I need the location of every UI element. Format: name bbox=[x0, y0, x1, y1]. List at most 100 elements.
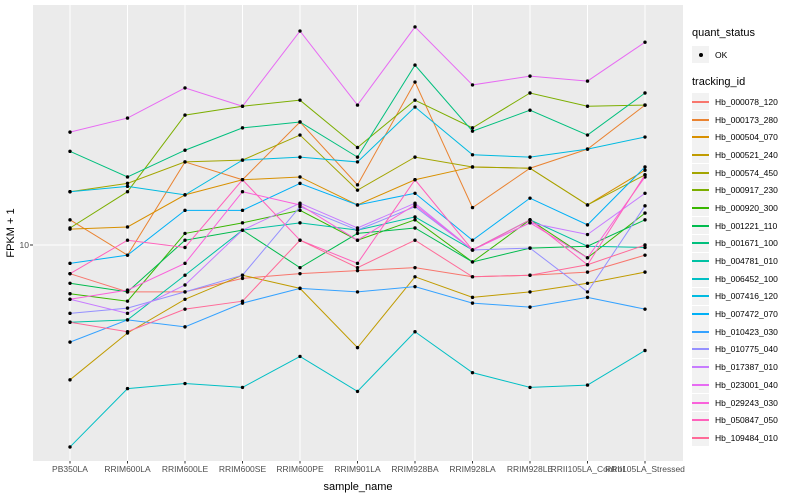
data-point bbox=[413, 218, 417, 222]
data-point bbox=[643, 348, 647, 353]
legend-item-label: Hb_000574_450 bbox=[715, 167, 778, 178]
data-point bbox=[585, 104, 590, 108]
line-swatch-icon bbox=[692, 206, 709, 209]
data-point bbox=[298, 181, 302, 186]
data-point bbox=[298, 354, 302, 359]
legend-item-label: Hb_023001_040 bbox=[715, 379, 778, 390]
data-point bbox=[585, 256, 590, 260]
data-point bbox=[298, 286, 302, 291]
data-point bbox=[413, 238, 417, 242]
legend-title-tracking-id: tracking_id bbox=[692, 76, 746, 88]
line-swatch-icon bbox=[692, 242, 709, 245]
data-point bbox=[585, 232, 590, 237]
data-point bbox=[528, 218, 532, 222]
line-swatch-icon bbox=[692, 118, 709, 121]
data-point bbox=[68, 130, 72, 134]
data-point bbox=[68, 340, 72, 344]
legend-title-quant-status: quant_status bbox=[692, 27, 755, 39]
data-point bbox=[355, 268, 360, 273]
data-point bbox=[125, 306, 130, 310]
line-key-swatch bbox=[692, 199, 709, 217]
line-key-swatch bbox=[692, 217, 709, 235]
legend-item-label: Hb_007416_120 bbox=[715, 291, 778, 302]
data-point bbox=[240, 299, 245, 303]
data-point bbox=[355, 389, 360, 394]
data-point bbox=[240, 104, 245, 108]
data-point bbox=[585, 147, 590, 151]
data-point bbox=[470, 301, 475, 305]
data-point bbox=[68, 149, 72, 154]
data-point bbox=[470, 165, 475, 169]
line-swatch-icon bbox=[692, 330, 709, 333]
data-point bbox=[585, 295, 590, 300]
data-point bbox=[470, 129, 475, 133]
legend-item-label: Hb_006452_100 bbox=[715, 273, 778, 284]
point-marker-icon bbox=[698, 52, 703, 57]
data-point bbox=[125, 190, 130, 194]
data-point bbox=[643, 253, 647, 257]
legend-item-label: Hb_010775_040 bbox=[715, 344, 778, 355]
data-point bbox=[298, 203, 302, 207]
legend-item-label: Hb_000504_070 bbox=[715, 132, 778, 143]
data-point bbox=[643, 165, 647, 169]
data-point bbox=[585, 290, 590, 294]
data-point bbox=[528, 273, 532, 277]
data-point bbox=[125, 318, 130, 322]
data-point bbox=[413, 203, 417, 207]
legend-item-label: Hb_007472_070 bbox=[715, 309, 778, 320]
legend-item-label: Hb_029243_030 bbox=[715, 397, 778, 408]
line-swatch-icon bbox=[692, 171, 709, 174]
data-point bbox=[413, 63, 417, 67]
line-key-swatch bbox=[692, 305, 709, 323]
data-point bbox=[125, 238, 130, 242]
data-point bbox=[183, 245, 187, 250]
data-point bbox=[585, 281, 590, 285]
line-key-swatch bbox=[692, 111, 709, 129]
data-point bbox=[125, 184, 130, 189]
data-point bbox=[585, 223, 590, 227]
data-point bbox=[413, 330, 417, 334]
legend-item-label: Hb_017387_010 bbox=[715, 362, 778, 373]
legend-item-Hb_007472_070: Hb_007472_070 bbox=[692, 305, 798, 323]
line-key-swatch bbox=[692, 394, 709, 412]
point-key-swatch bbox=[692, 46, 709, 63]
legend-item-label: Hb_004781_010 bbox=[715, 256, 778, 267]
data-point bbox=[643, 103, 647, 107]
data-point bbox=[643, 168, 647, 172]
data-point bbox=[355, 226, 360, 230]
data-point bbox=[470, 83, 475, 87]
line-swatch-icon bbox=[692, 436, 709, 439]
data-point bbox=[413, 226, 417, 230]
data-point bbox=[413, 178, 417, 182]
data-point bbox=[240, 221, 245, 225]
legend-item-label: Hb_000173_280 bbox=[715, 114, 778, 125]
legend-item-Hb_000917_230: Hb_000917_230 bbox=[692, 181, 798, 199]
x-axis-tick-label: RRIM600SE bbox=[219, 464, 267, 474]
data-point bbox=[240, 208, 245, 213]
data-point bbox=[240, 158, 245, 162]
line-key-swatch bbox=[692, 164, 709, 182]
line-key-swatch bbox=[692, 128, 709, 146]
data-point bbox=[183, 231, 187, 236]
data-point bbox=[183, 307, 187, 311]
line-key-swatch bbox=[692, 411, 709, 429]
line-key-swatch bbox=[692, 252, 709, 270]
data-point bbox=[183, 283, 187, 287]
line-key-swatch bbox=[692, 358, 709, 376]
data-point bbox=[355, 231, 360, 236]
data-point bbox=[413, 265, 417, 270]
data-point bbox=[298, 155, 302, 159]
legend-item-label: Hb_000078_120 bbox=[715, 96, 778, 107]
legend-item-label: Hb_000917_230 bbox=[715, 185, 778, 196]
legend-item-Hb_001221_110: Hb_001221_110 bbox=[692, 217, 798, 235]
data-point bbox=[298, 98, 302, 102]
line-key-swatch bbox=[692, 181, 709, 199]
data-point bbox=[528, 108, 532, 112]
data-point bbox=[355, 345, 360, 350]
line-key-swatch bbox=[692, 93, 709, 111]
legend-item-label: OK bbox=[715, 49, 728, 60]
legend: quant_status OK tracking_id Hb_000078_12… bbox=[692, 0, 798, 447]
line-swatch-icon bbox=[692, 136, 709, 139]
x-axis-tick-label: PB350LA bbox=[52, 464, 88, 474]
